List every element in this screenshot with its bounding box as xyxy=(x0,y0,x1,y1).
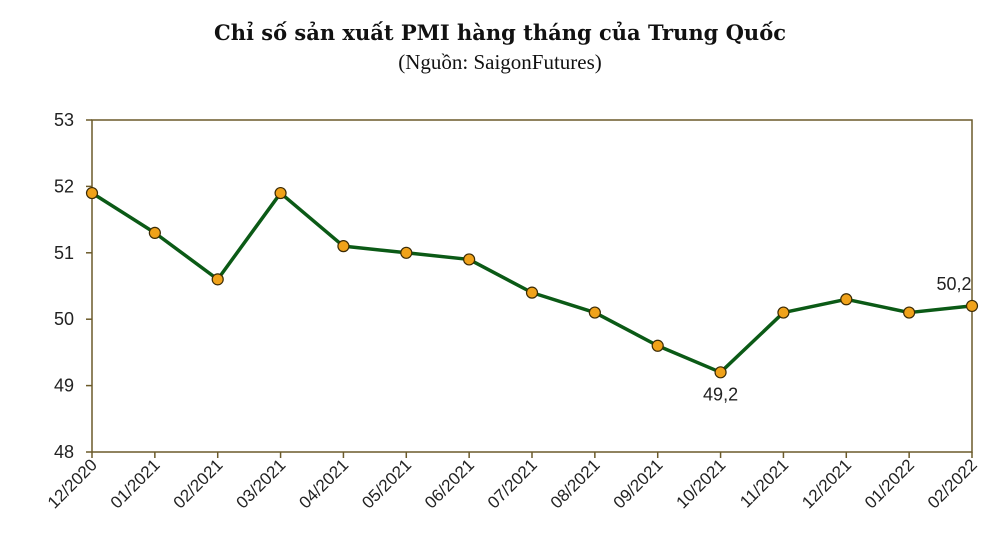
y-tick-label: 48 xyxy=(54,442,74,462)
chart-title: Chỉ số sản xuất PMI hàng tháng của Trung… xyxy=(214,20,786,45)
y-tick-label: 49 xyxy=(54,376,74,396)
x-tick-label: 03/2021 xyxy=(233,455,290,512)
x-tick-label: 12/2020 xyxy=(44,455,101,512)
x-tick-label: 09/2021 xyxy=(610,455,667,512)
x-tick-label: 04/2021 xyxy=(295,455,352,512)
x-tick-label: 01/2021 xyxy=(107,455,164,512)
data-point xyxy=(274,186,287,200)
data-point xyxy=(588,306,601,319)
data-point xyxy=(525,286,539,299)
data-point xyxy=(651,339,664,352)
x-tick-label: 08/2021 xyxy=(547,455,604,512)
data-point xyxy=(903,306,916,319)
series-line xyxy=(91,191,973,375)
data-point xyxy=(337,240,350,253)
data-label: 50,2 xyxy=(936,274,971,294)
chart-subtitle: (Nguồn: SaigonFutures) xyxy=(398,50,602,74)
x-tick-label: 05/2021 xyxy=(358,455,415,512)
data-point xyxy=(85,186,99,200)
y-tick-label: 52 xyxy=(54,176,74,196)
data-point xyxy=(463,253,476,266)
data-point xyxy=(965,299,979,313)
x-tick-label: 11/2021 xyxy=(736,455,792,511)
x-tick-label: 02/2021 xyxy=(170,455,227,512)
data-point xyxy=(840,293,853,306)
x-tick-label: 02/2022 xyxy=(924,455,981,512)
data-point xyxy=(400,246,413,259)
data-point xyxy=(211,273,224,286)
data-point xyxy=(148,226,161,239)
x-tick-label: 07/2021 xyxy=(484,455,541,512)
y-tick-label: 53 xyxy=(54,110,74,130)
x-tick-label: 06/2021 xyxy=(421,455,478,512)
data-label: 49,2 xyxy=(703,384,738,404)
x-tick-label: 10/2021 xyxy=(673,455,730,512)
x-tick-label: 12/2021 xyxy=(798,455,855,512)
x-tick-label: 01/2022 xyxy=(861,455,918,512)
y-tick-label: 51 xyxy=(54,243,74,263)
data-point xyxy=(777,306,790,319)
plot-frame xyxy=(91,119,973,453)
data-point xyxy=(714,366,727,379)
y-tick-label: 50 xyxy=(54,309,74,329)
